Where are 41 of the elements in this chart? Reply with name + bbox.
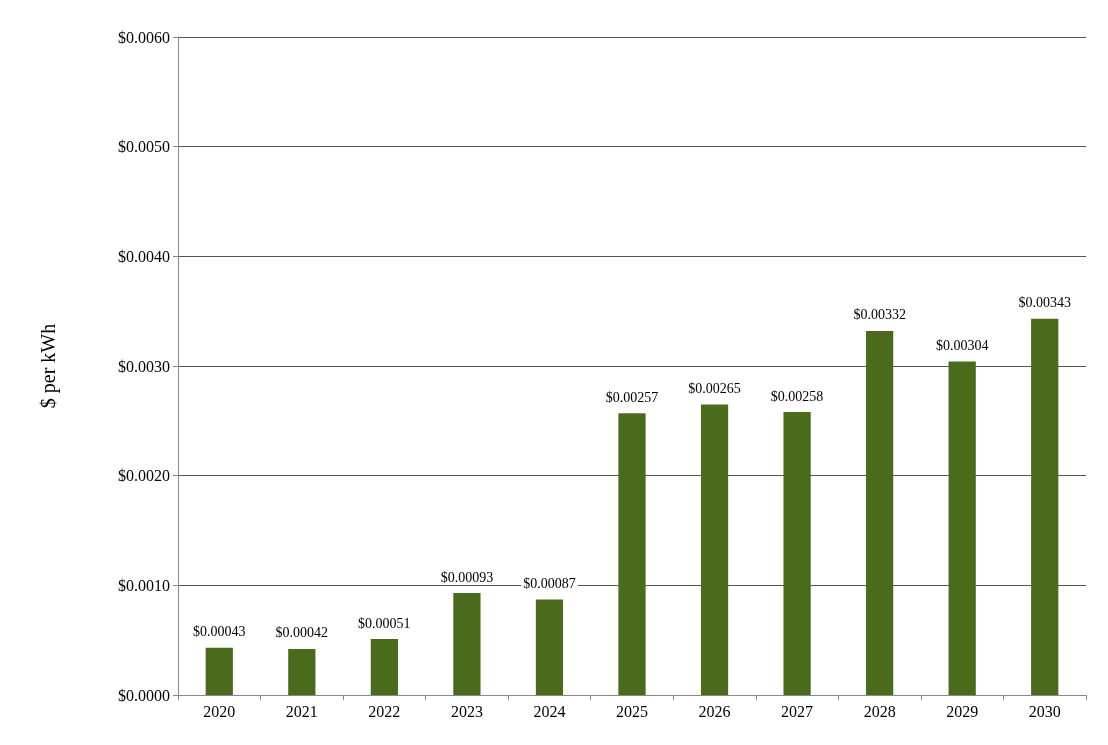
y-tick-label: $0.0060 — [118, 28, 170, 46]
data-label: $0.00051 — [358, 615, 411, 631]
bar — [453, 593, 481, 695]
x-tick-label: 2028 — [863, 702, 896, 720]
bar — [866, 330, 894, 695]
data-label: $0.00304 — [935, 338, 989, 354]
bar — [205, 647, 233, 695]
y-tick-label: $0.0050 — [118, 138, 170, 156]
bar — [535, 599, 564, 695]
y-tick-label: $0.0000 — [118, 686, 170, 704]
x-tick-label: 2021 — [285, 702, 318, 720]
data-label: $0.00257 — [605, 389, 659, 405]
bar — [783, 412, 811, 695]
bar — [618, 413, 646, 695]
bar — [288, 648, 316, 695]
data-label: $0.00258 — [770, 388, 824, 404]
x-tick-label: 2027 — [781, 702, 814, 720]
data-label: $0.00332 — [853, 307, 906, 323]
x-tick-label: 2020 — [203, 702, 236, 720]
y-tick-label: $0.0040 — [118, 247, 170, 265]
bar — [1031, 318, 1059, 695]
bar — [700, 404, 729, 695]
x-tick-label: 2022 — [368, 702, 401, 720]
x-tick-label: 2024 — [533, 702, 566, 720]
y-tick-label: $0.0010 — [118, 576, 170, 594]
y-tick-label: $0.0020 — [118, 467, 170, 485]
y-axis-title: $ per kWh — [37, 323, 60, 409]
data-label: $0.00043 — [193, 624, 246, 640]
data-label: $0.00343 — [1018, 295, 1071, 311]
x-tick-label: 2030 — [1028, 702, 1061, 720]
x-tick-label: 2025 — [616, 702, 648, 720]
x-tick-label: 2023 — [450, 702, 483, 720]
data-label: $0.00087 — [523, 576, 576, 592]
bar — [370, 639, 398, 695]
x-tick-label: 2029 — [946, 702, 979, 720]
y-tick-label: $0.0030 — [118, 357, 170, 375]
data-label: $0.00093 — [440, 569, 494, 585]
x-tick-label: 2026 — [698, 702, 731, 720]
data-label: $0.00042 — [275, 625, 329, 641]
bar — [948, 361, 976, 695]
data-label: $0.00265 — [688, 380, 741, 396]
